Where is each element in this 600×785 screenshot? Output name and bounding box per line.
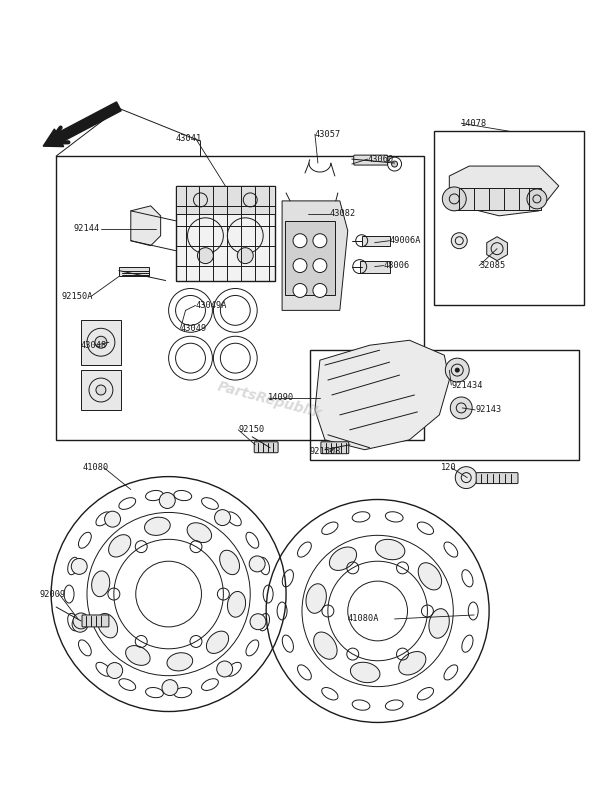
Circle shape [249, 556, 265, 571]
Ellipse shape [98, 613, 118, 638]
Text: 41080A: 41080A [348, 615, 379, 623]
Polygon shape [131, 206, 161, 246]
Ellipse shape [145, 517, 170, 535]
Polygon shape [449, 166, 559, 216]
Ellipse shape [429, 608, 449, 638]
Circle shape [95, 336, 107, 349]
Text: 92150: 92150 [238, 425, 265, 434]
Bar [176, 186, 275, 214]
Circle shape [392, 161, 398, 167]
Ellipse shape [109, 535, 131, 557]
Circle shape [451, 232, 467, 249]
Ellipse shape [125, 645, 150, 666]
Text: 43049A: 43049A [196, 301, 227, 310]
Text: 43060: 43060 [368, 155, 394, 163]
Circle shape [455, 368, 459, 372]
Text: 92143: 92143 [475, 405, 502, 414]
Circle shape [162, 680, 178, 696]
Text: 120: 120 [442, 463, 457, 472]
Circle shape [313, 258, 327, 272]
Circle shape [217, 661, 233, 677]
Text: 43049: 43049 [181, 323, 207, 333]
Circle shape [237, 248, 253, 264]
Circle shape [197, 248, 214, 264]
Circle shape [107, 663, 122, 678]
Circle shape [313, 283, 327, 298]
Ellipse shape [314, 632, 337, 659]
Text: 921508: 921508 [310, 447, 341, 456]
Text: 921434: 921434 [451, 381, 483, 389]
Text: 48006: 48006 [383, 261, 410, 270]
Circle shape [250, 614, 266, 630]
Circle shape [293, 234, 307, 248]
Bar [81, 320, 121, 365]
Bar [310, 350, 579, 460]
Bar [56, 156, 424, 440]
Polygon shape [315, 340, 449, 450]
Text: 92144: 92144 [73, 225, 100, 233]
Circle shape [455, 466, 477, 488]
Circle shape [445, 358, 469, 382]
Ellipse shape [418, 563, 442, 590]
Ellipse shape [350, 663, 380, 683]
Circle shape [73, 613, 89, 629]
Ellipse shape [92, 571, 110, 597]
Bar [285, 221, 335, 295]
Text: 14078: 14078 [461, 119, 487, 128]
Text: 41080: 41080 [83, 463, 109, 472]
Bar [176, 186, 275, 280]
Polygon shape [282, 201, 348, 310]
Ellipse shape [306, 584, 326, 613]
Circle shape [293, 258, 307, 272]
Circle shape [527, 189, 547, 209]
Bar [434, 131, 584, 305]
Ellipse shape [227, 591, 245, 617]
FancyBboxPatch shape [82, 615, 109, 627]
Text: 43082: 43082 [330, 210, 356, 218]
Circle shape [96, 385, 106, 395]
Text: 92009: 92009 [39, 590, 65, 598]
Text: 92150A: 92150A [61, 292, 92, 301]
Ellipse shape [398, 652, 426, 675]
Ellipse shape [220, 550, 239, 575]
Circle shape [71, 558, 87, 575]
FancyBboxPatch shape [476, 473, 518, 484]
Circle shape [160, 492, 175, 509]
Text: 43048: 43048 [81, 341, 107, 350]
Text: 43041: 43041 [176, 133, 202, 143]
Ellipse shape [376, 539, 405, 560]
Circle shape [293, 283, 307, 298]
Ellipse shape [167, 653, 193, 671]
FancyBboxPatch shape [254, 442, 278, 453]
Text: 49006A: 49006A [389, 236, 421, 245]
Bar [451, 188, 541, 210]
Text: PartsRepublik: PartsRepublik [216, 379, 324, 421]
Text: 43057: 43057 [315, 130, 341, 139]
Circle shape [442, 187, 466, 211]
Circle shape [451, 397, 472, 419]
Ellipse shape [187, 523, 212, 542]
Bar [362, 236, 389, 246]
Text: 14090: 14090 [268, 393, 295, 403]
Circle shape [104, 511, 121, 527]
FancyBboxPatch shape [321, 442, 349, 454]
FancyArrow shape [43, 102, 121, 147]
Circle shape [215, 509, 230, 526]
Circle shape [72, 616, 88, 632]
Ellipse shape [206, 631, 229, 653]
Bar [360, 261, 389, 272]
Text: 32085: 32085 [479, 261, 505, 270]
Ellipse shape [329, 547, 356, 571]
Bar [119, 267, 149, 276]
Circle shape [313, 234, 327, 248]
Bar [81, 370, 121, 410]
FancyBboxPatch shape [354, 155, 388, 165]
